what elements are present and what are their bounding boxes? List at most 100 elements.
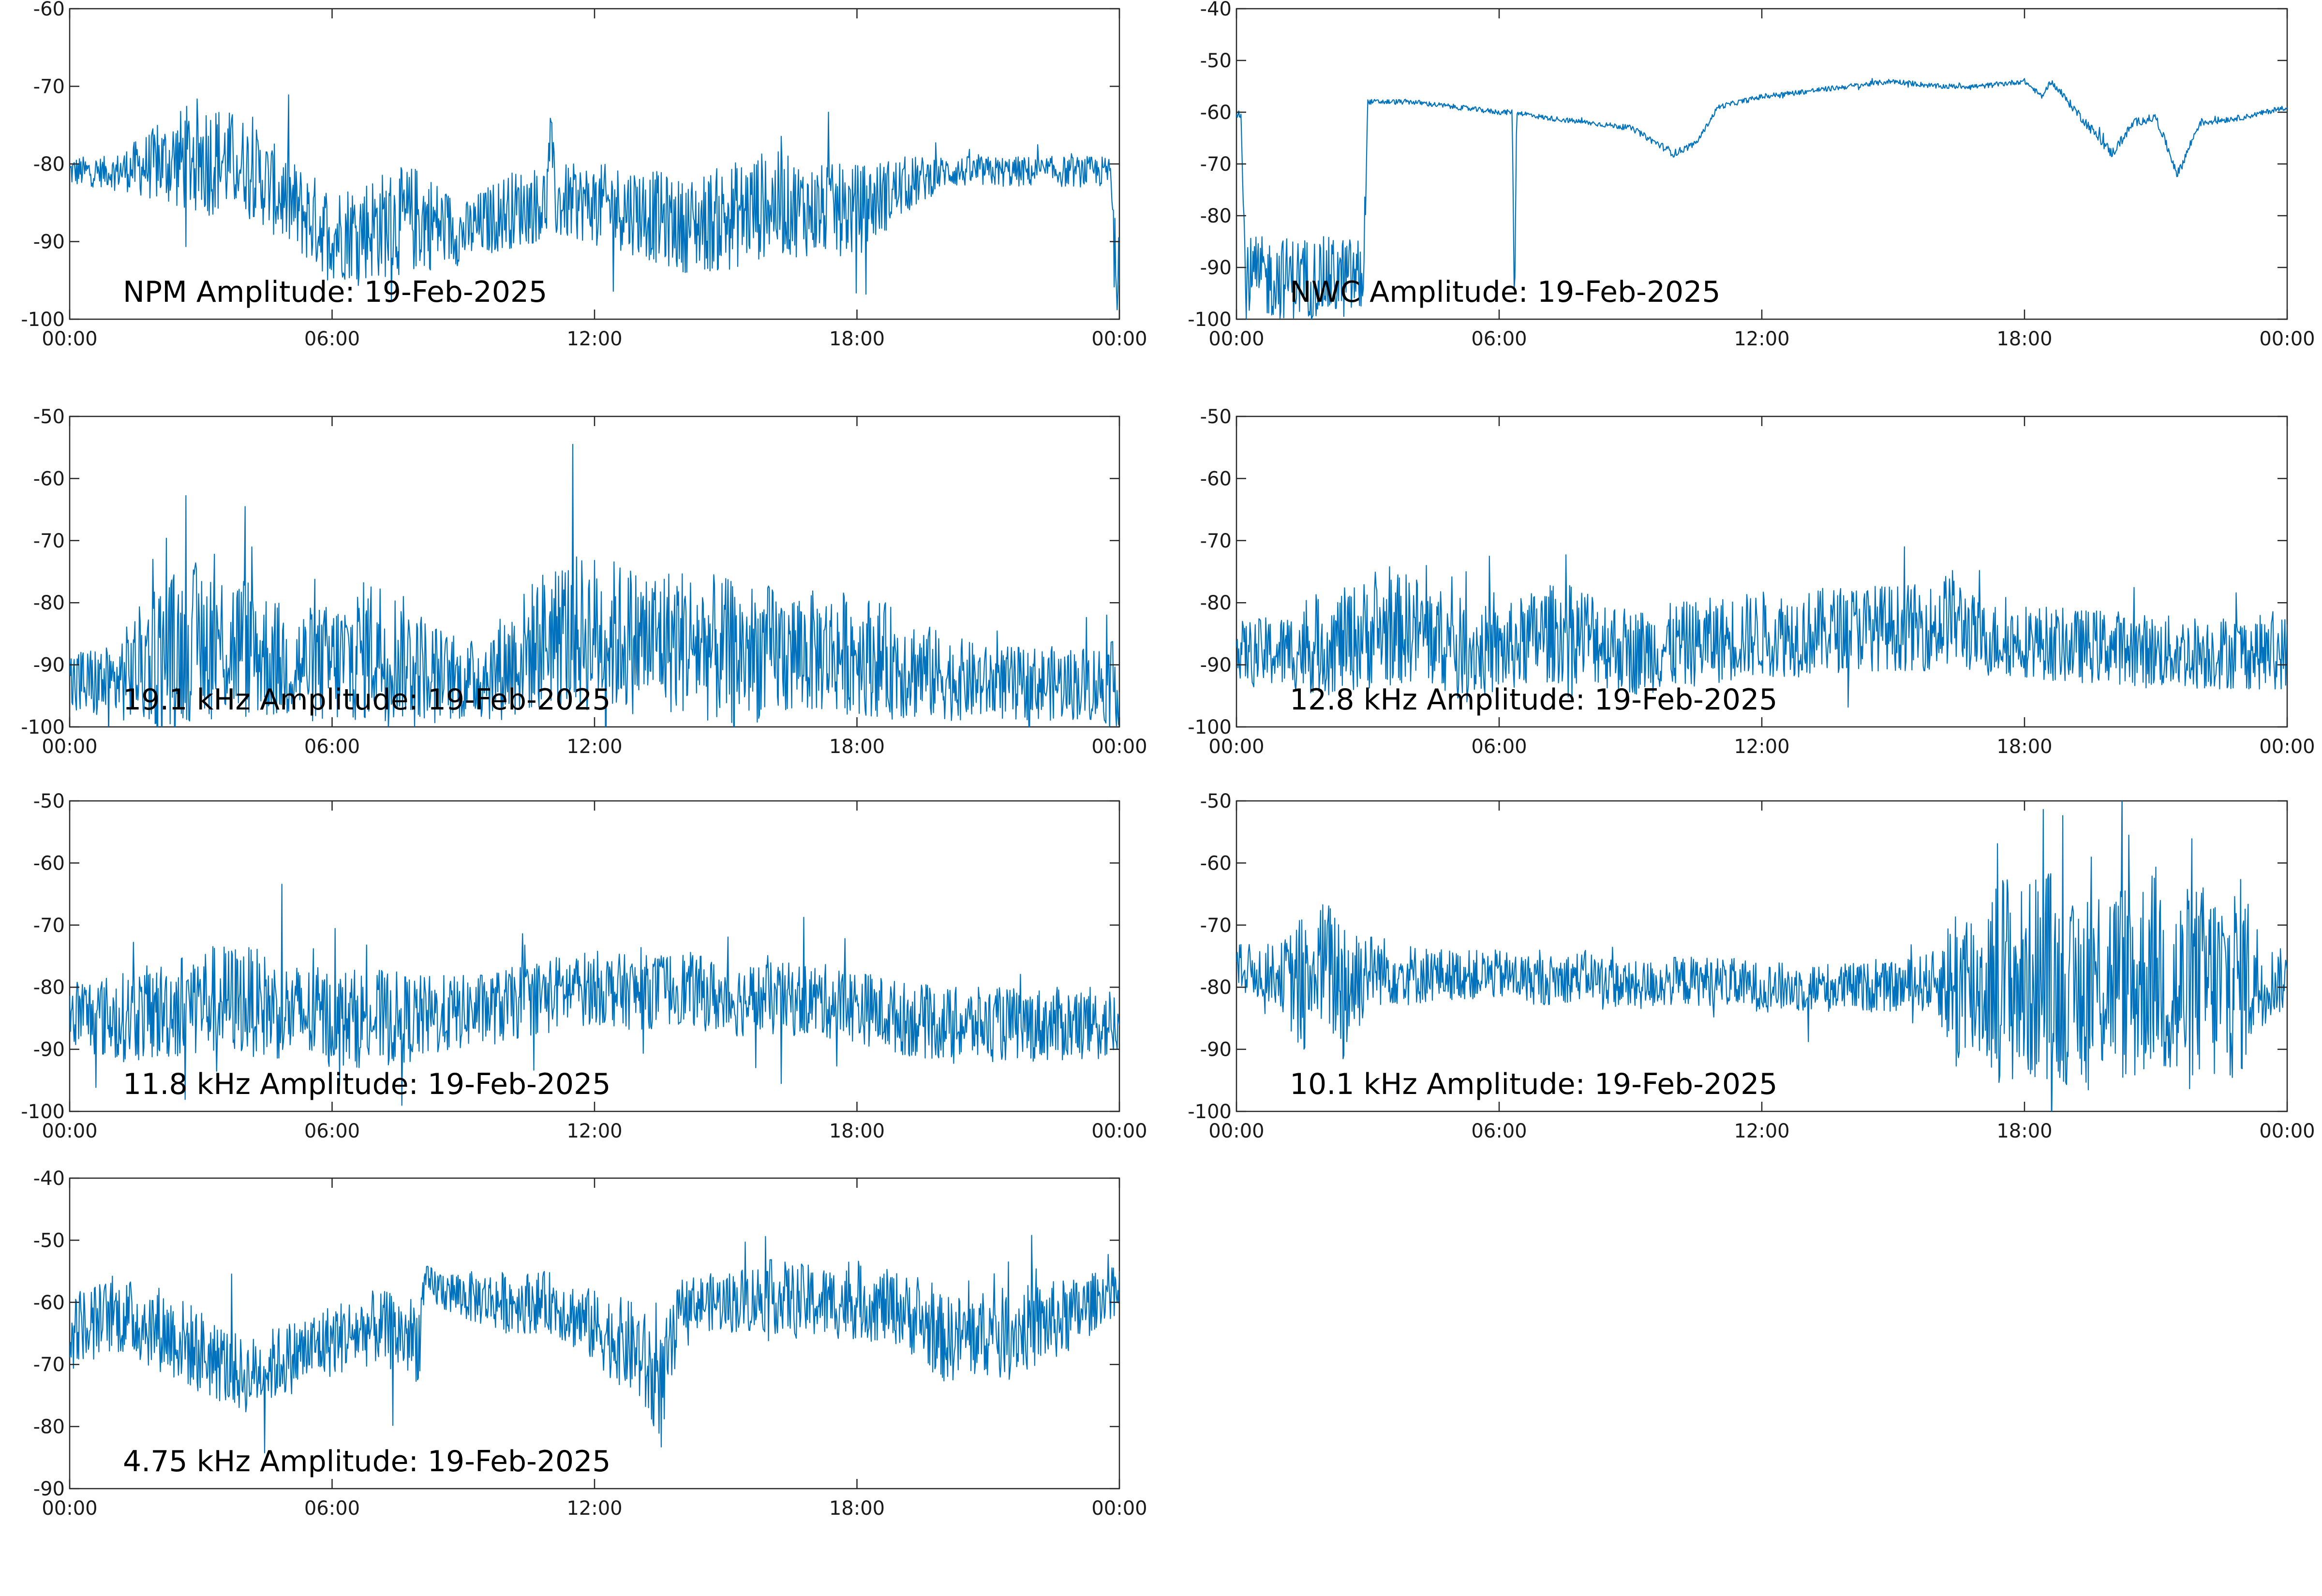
x-tick-label: 18:00 — [829, 1497, 885, 1520]
series-line-1 — [1236, 78, 2287, 319]
x-tick-label: 00:00 — [1091, 328, 1147, 350]
axes-frame — [69, 800, 1120, 1112]
x-tick-label: 18:00 — [1996, 1120, 2052, 1142]
panel-title: NWC Amplitude: 19-Feb-2025 — [1290, 275, 1721, 309]
series-line-1 — [70, 1235, 1119, 1453]
x-tick-label: 00:00 — [1091, 1497, 1147, 1520]
y-tick-label: -50 — [1200, 50, 1232, 72]
y-tick-label: -100 — [21, 716, 65, 739]
series-line-1 — [70, 884, 1119, 1106]
y-tick-label: -70 — [33, 915, 65, 937]
x-tick-label: 06:00 — [304, 736, 360, 758]
y-tick-label: -90 — [33, 1478, 65, 1500]
x-tick-label: 00:00 — [42, 1120, 97, 1142]
y-tick-label: -70 — [1200, 153, 1232, 176]
x-tick-label: 12:00 — [566, 1497, 622, 1520]
x-tick-label: 06:00 — [304, 1497, 360, 1520]
x-tick-label: 18:00 — [829, 736, 885, 758]
panel-title: 4.75 kHz Amplitude: 19-Feb-2025 — [123, 1445, 610, 1478]
y-tick-label: -80 — [1200, 205, 1232, 227]
y-tick-label: -60 — [1200, 102, 1232, 124]
panel-2: 00:00 06:00 12:00 18:00 00:00 -40 -50 -60 -70 -80… — [1188, 0, 2315, 350]
x-tick-label: 12:00 — [566, 736, 622, 758]
axes-frame — [1235, 800, 2288, 1112]
panel-title: 11.8 kHz Amplitude: 19-Feb-2025 — [123, 1067, 610, 1101]
series-line-1 — [70, 94, 1119, 310]
y-tick-label: -50 — [33, 1229, 65, 1252]
y-tick-label: -60 — [1200, 468, 1232, 490]
series-line-1 — [1236, 801, 2287, 1111]
y-tick-label: -70 — [1200, 530, 1232, 552]
y-tick-label: -100 — [1188, 1101, 1232, 1123]
x-tick-label: 00:00 — [42, 328, 97, 350]
panel-7: 00:00 06:00 12:00 18:00 00:00 -40 -50 -60 -70 -80… — [33, 1167, 1147, 1520]
y-tick-label: -60 — [1200, 852, 1232, 874]
y-tick-label: -70 — [33, 530, 65, 552]
y-tick-label: -100 — [21, 1101, 65, 1123]
series-line-1 — [70, 443, 1119, 727]
y-tick-label: -100 — [21, 309, 65, 331]
panel-title: NPM Amplitude: 19-Feb-2025 — [123, 275, 547, 309]
x-tick-label: 00:00 — [1208, 328, 1264, 350]
x-tick-label: 00:00 — [2259, 736, 2315, 758]
panel-6: 00:00 06:00 12:00 18:00 00:00 -50 -60 -70 -80 -90… — [1188, 790, 2315, 1142]
panel-title: 19.1 kHz Amplitude: 19-Feb-2025 — [123, 683, 610, 717]
y-tick-label: -80 — [1200, 976, 1232, 999]
panel-1: 00:00 06:00 12:00 18:00 00:00 -60 -70 -80 -90 -10… — [21, 0, 1147, 350]
x-tick-label: 00:00 — [1091, 1120, 1147, 1142]
y-tick-label: -90 — [33, 654, 65, 677]
x-tick-label: 00:00 — [42, 1497, 97, 1520]
y-tick-label: -90 — [1200, 257, 1232, 279]
series-line-1 — [1236, 546, 2287, 708]
axes-frame — [69, 8, 1120, 320]
x-tick-label: 18:00 — [1996, 328, 2052, 350]
x-tick-label: 12:00 — [1734, 328, 1789, 350]
x-tick-label: 12:00 — [566, 328, 622, 350]
panel-title: 12.8 kHz Amplitude: 19-Feb-2025 — [1290, 683, 1777, 717]
panel-4: 00:00 06:00 12:00 18:00 00:00 -50 -60 -70 -80 -90… — [1188, 406, 2315, 758]
axes-frame — [1235, 8, 2288, 320]
x-tick-label: 06:00 — [304, 328, 360, 350]
axes-frame — [1235, 415, 2288, 728]
x-tick-label: 00:00 — [2259, 328, 2315, 350]
y-tick-label: -60 — [33, 852, 65, 874]
y-tick-label: -90 — [1200, 1039, 1232, 1061]
y-tick-label: -60 — [33, 1292, 65, 1314]
y-tick-label: -40 — [33, 1167, 65, 1190]
y-tick-label: -60 — [33, 468, 65, 490]
y-tick-label: -50 — [1200, 406, 1232, 428]
panel-title: 10.1 kHz Amplitude: 19-Feb-2025 — [1290, 1067, 1777, 1101]
y-tick-label: -50 — [33, 406, 65, 428]
x-tick-label: 00:00 — [2259, 1120, 2315, 1142]
x-tick-label: 12:00 — [1734, 736, 1789, 758]
x-tick-label: 12:00 — [566, 1120, 622, 1142]
y-tick-label: -90 — [33, 1039, 65, 1061]
y-tick-label: -100 — [1188, 716, 1232, 739]
x-tick-label: 00:00 — [1208, 736, 1264, 758]
y-tick-label: -90 — [33, 231, 65, 253]
x-tick-label: 18:00 — [829, 1120, 885, 1142]
y-tick-label: -80 — [33, 1416, 65, 1438]
y-tick-label: -50 — [33, 790, 65, 813]
y-tick-label: -70 — [1200, 915, 1232, 937]
y-tick-label: -80 — [33, 153, 65, 176]
y-tick-label: -90 — [1200, 654, 1232, 677]
x-tick-label: 06:00 — [304, 1120, 360, 1142]
x-tick-label: 00:00 — [42, 736, 97, 758]
x-tick-label: 06:00 — [1471, 1120, 1527, 1142]
x-tick-label: 00:00 — [1091, 736, 1147, 758]
y-tick-label: -70 — [33, 76, 65, 98]
y-tick-label: -70 — [33, 1354, 65, 1376]
y-tick-label: -40 — [1200, 0, 1232, 20]
y-tick-label: -100 — [1188, 309, 1232, 331]
x-tick-label: 18:00 — [829, 328, 885, 350]
x-tick-label: 06:00 — [1471, 736, 1527, 758]
y-tick-label: -80 — [33, 976, 65, 999]
y-tick-label: -80 — [1200, 592, 1232, 614]
x-tick-label: 00:00 — [1208, 1120, 1264, 1142]
y-tick-label: -60 — [33, 0, 65, 20]
panel-3: 00:00 06:00 12:00 18:00 00:00 -50 -60 -70 -80 -90… — [21, 406, 1147, 758]
y-tick-label: -50 — [1200, 790, 1232, 813]
y-tick-label: -80 — [33, 592, 65, 614]
